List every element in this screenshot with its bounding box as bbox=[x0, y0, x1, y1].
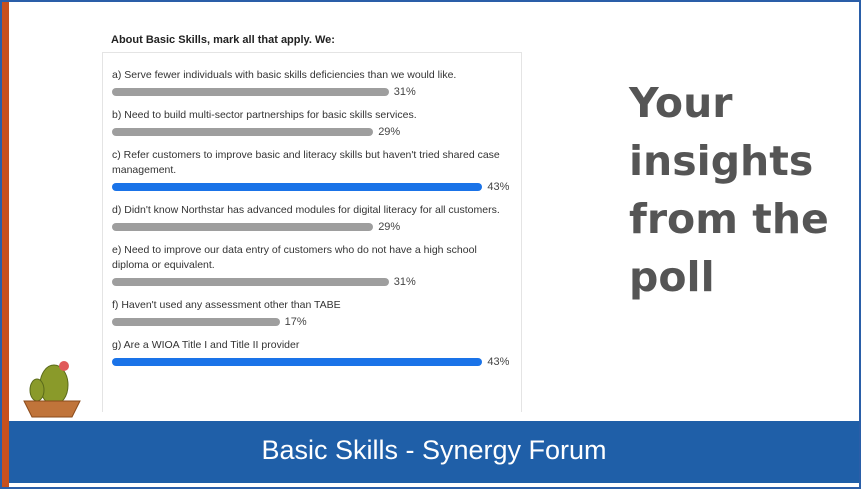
bar bbox=[112, 318, 280, 326]
bar bbox=[112, 358, 483, 366]
bar-row: 31% bbox=[112, 275, 521, 289]
bar bbox=[112, 128, 374, 136]
bar-row: 43% bbox=[112, 355, 521, 369]
poll-question: About Basic Skills, mark all that apply.… bbox=[111, 34, 335, 46]
bar bbox=[112, 223, 374, 231]
option-label: f) Haven't used any assessment other tha… bbox=[112, 299, 341, 311]
poll-panel: a) Serve fewer individuals with basic sk… bbox=[102, 52, 522, 412]
value-label: 43% bbox=[487, 356, 510, 368]
bar-row: 29% bbox=[112, 220, 521, 234]
bar bbox=[112, 278, 389, 286]
value-label: 29% bbox=[378, 221, 401, 233]
option-label: d) Didn't know Northstar has advanced mo… bbox=[112, 204, 500, 216]
cactus-icon bbox=[23, 361, 81, 418]
value-label: 31% bbox=[393, 86, 416, 98]
bar-row: 29% bbox=[112, 125, 521, 139]
option-label: e) Need to improve our data entry of cus… bbox=[112, 244, 477, 271]
bar-row: 17% bbox=[112, 315, 521, 329]
slide-heading: Your insights from the poll bbox=[629, 79, 829, 301]
accent-stripe bbox=[2, 2, 9, 487]
bar bbox=[112, 88, 389, 96]
bar-row: 31% bbox=[112, 85, 521, 99]
value-label: 31% bbox=[393, 276, 416, 288]
value-label: 29% bbox=[378, 126, 401, 138]
value-label: 17% bbox=[284, 316, 307, 328]
option-label: a) Serve fewer individuals with basic sk… bbox=[112, 69, 457, 81]
bar-row: 43% bbox=[112, 180, 521, 194]
slide-footer: Basic Skills - Synergy Forum bbox=[9, 421, 859, 483]
value-label: 43% bbox=[487, 181, 510, 193]
option-label: b) Need to build multi-sector partnershi… bbox=[112, 109, 417, 121]
option-label: g) Are a WIOA Title I and Title II provi… bbox=[112, 339, 300, 351]
option-label: c) Refer customers to improve basic and … bbox=[112, 149, 500, 176]
bar bbox=[112, 183, 483, 191]
